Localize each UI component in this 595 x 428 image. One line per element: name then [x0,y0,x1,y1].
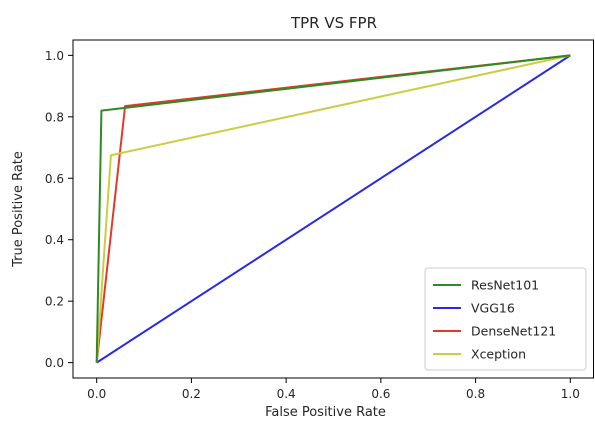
x-axis-label: False Positive Rate [265,405,386,420]
x-tick-label: 0.0 [87,387,106,401]
y-tick-label: 0.4 [45,233,64,247]
x-axis: 0.0 0.2 0.4 0.6 0.8 1.0 [87,378,580,401]
legend-label-xception: Xception [471,347,526,362]
chart-title: TPR VS FPR [290,14,377,32]
series-line-xception [95,54,571,363]
x-tick-label: 0.6 [371,387,390,401]
x-tick-label: 0.4 [277,387,296,401]
y-tick-label: 0.2 [45,295,64,309]
y-tick-label: 0.6 [45,172,64,186]
plot-lines [95,54,571,364]
y-axis-label: True Positive Rate [11,151,26,268]
legend-label-vgg16: VGG16 [471,301,515,316]
series-line-vgg16 [96,54,571,364]
y-tick-label: 0.8 [45,110,64,124]
y-axis: 0.0 0.2 0.4 0.6 0.8 1.0 [45,49,73,370]
x-tick-label: 0.2 [182,387,201,401]
legend-box [424,267,587,371]
x-tick-label: 1.0 [561,387,580,401]
x-tick-label: 0.8 [466,387,485,401]
legend-label-densenet121: DenseNet121 [471,324,556,339]
y-tick-label: 0.0 [45,356,64,370]
plot-frame [72,39,594,379]
legend-label-resnet101: ResNet101 [471,278,539,293]
y-tick-label: 1.0 [45,49,64,63]
series-line-resnet101 [95,54,571,363]
legend: ResNet101 VGG16 DenseNet121 Xception [424,267,587,371]
